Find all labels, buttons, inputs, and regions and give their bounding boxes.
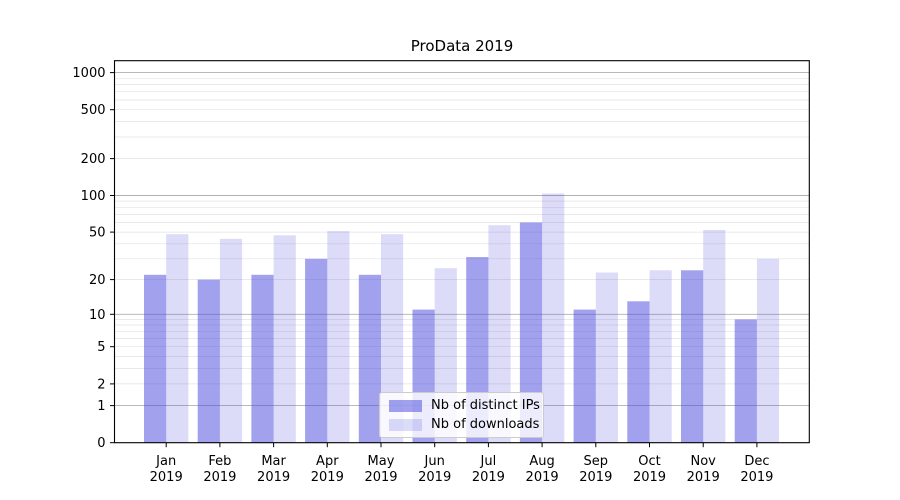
bar-oct-downloads bbox=[649, 270, 672, 443]
y-tick-label: 2 bbox=[97, 377, 105, 392]
x-tick-label-oct: Oct 2019 bbox=[633, 454, 666, 485]
bar-nov-downloads bbox=[703, 230, 726, 443]
x-tick-label-jun: Jun 2019 bbox=[418, 454, 451, 485]
bars-downloads bbox=[166, 193, 780, 443]
legend: Nb of distinct IPs Nb of downloads bbox=[379, 392, 544, 438]
plot-border bbox=[113, 60, 810, 444]
legend-swatch-distinct-ips bbox=[389, 399, 422, 412]
legend-label-distinct-ips: Nb of distinct IPs bbox=[431, 398, 540, 413]
x-tick-label-dec: Dec 2019 bbox=[740, 454, 773, 485]
x-tick-label-jan: Jan 2019 bbox=[150, 454, 183, 485]
legend-item-distinct-ips: Nb of distinct IPs bbox=[389, 398, 540, 413]
y-tick-label: 10 bbox=[89, 308, 106, 323]
x-tick-label-jul: Jul 2019 bbox=[472, 454, 505, 485]
bar-feb-downloads bbox=[219, 238, 243, 443]
y-tick-label: 1000 bbox=[72, 66, 105, 81]
bar-aug-downloads bbox=[542, 193, 565, 443]
bar-oct-distinct-ips bbox=[627, 301, 650, 443]
chart-title: ProData 2019 bbox=[410, 37, 514, 55]
bar-jan-downloads bbox=[166, 234, 189, 443]
y-tick-label: 500 bbox=[81, 103, 106, 118]
y-tick-label: 100 bbox=[81, 189, 106, 204]
y-tick-label: 200 bbox=[81, 152, 106, 167]
bar-may-distinct-ips bbox=[358, 274, 381, 443]
y-tick-label: 0 bbox=[97, 436, 105, 451]
legend-swatch-downloads bbox=[389, 418, 422, 431]
bar-dec-downloads bbox=[756, 258, 780, 443]
bar-apr-downloads bbox=[327, 231, 350, 443]
bar-mar-downloads bbox=[273, 235, 296, 443]
y-axis: 0 1 2 5 10 20 50 100 200 500 1000 bbox=[72, 66, 115, 451]
x-tick-label-mar: Mar 2019 bbox=[257, 454, 290, 485]
bar-mar-distinct-ips bbox=[251, 274, 274, 443]
x-tick-label-sep: Sep 2019 bbox=[579, 454, 612, 485]
bar-nov-distinct-ips bbox=[681, 270, 704, 443]
y-tick-label: 5 bbox=[97, 340, 105, 355]
x-tick-label-apr: Apr 2019 bbox=[311, 454, 344, 485]
bar-aug-distinct-ips bbox=[519, 222, 543, 443]
bar-jan-distinct-ips bbox=[144, 274, 167, 443]
x-axis: Jan 2019 Feb 2019 Mar 2019 Apr 2019 May 2019 Jun 20… bbox=[150, 442, 773, 485]
bar-dec-distinct-ips bbox=[734, 319, 757, 443]
bar-may-downloads bbox=[381, 234, 404, 443]
legend-label-downloads: Nb of downloads bbox=[431, 417, 540, 432]
x-tick-label-aug: Aug 2019 bbox=[526, 454, 559, 485]
x-tick-label-feb: Feb 2019 bbox=[203, 454, 236, 485]
y-tick-label: 20 bbox=[89, 273, 106, 288]
bar-jul-downloads bbox=[488, 225, 511, 443]
bar-apr-distinct-ips bbox=[305, 258, 328, 443]
y-tick-label: 1 bbox=[97, 399, 105, 414]
y-tick-label: 50 bbox=[89, 226, 106, 241]
legend-item-downloads: Nb of downloads bbox=[389, 417, 539, 432]
x-tick-label-may: May 2019 bbox=[364, 454, 397, 485]
bar-sep-distinct-ips bbox=[573, 309, 596, 443]
bar-feb-distinct-ips bbox=[197, 279, 220, 443]
bar-sep-downloads bbox=[595, 272, 618, 443]
y-gridlines-minor bbox=[114, 77, 810, 385]
x-tick-label-nov: Nov 2019 bbox=[687, 454, 720, 485]
